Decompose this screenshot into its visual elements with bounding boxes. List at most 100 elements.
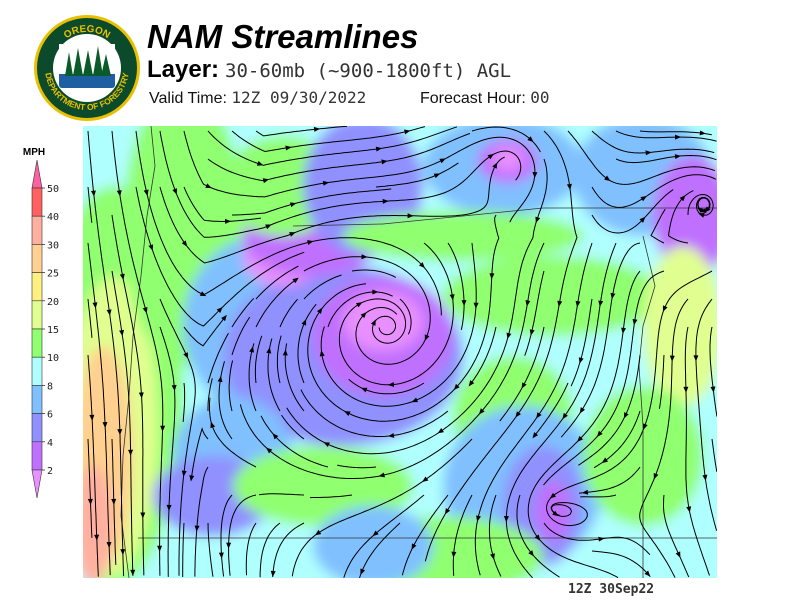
streamline [303, 256, 431, 365]
streamline [695, 298, 717, 531]
streamline-arrow [449, 294, 455, 301]
streamline-arrow [142, 306, 148, 314]
wind-speed-region [313, 506, 433, 578]
streamline-arrow [679, 195, 686, 202]
streamline-arrow [566, 183, 572, 191]
legend-swatch [31, 244, 43, 273]
streamline [255, 126, 348, 137]
streamline-arrow [515, 411, 521, 418]
streamline [615, 154, 717, 164]
wind-speed-region [343, 211, 583, 261]
streamline [711, 438, 717, 472]
streamline-arrow [92, 302, 98, 309]
streamline [220, 494, 233, 577]
streamline [87, 298, 93, 338]
streamline-arrow [521, 382, 527, 389]
streamline-arrow [534, 534, 541, 541]
legend-label: 8 [47, 381, 53, 392]
streamline [111, 270, 134, 576]
streamline [245, 522, 257, 576]
streamline [111, 130, 164, 576]
streamline [650, 208, 666, 244]
streamline-arrow [407, 213, 414, 219]
oregon-department-of-forestry-logo: OREGON DEPARTMENT OF FORESTRY [34, 15, 140, 121]
streamline-arrow [199, 291, 207, 297]
streamline-arrow [301, 319, 307, 326]
streamline [272, 522, 305, 578]
streamline-arrow [478, 408, 485, 415]
streamline-arrow [529, 329, 535, 336]
streamline [248, 343, 257, 412]
streamline [658, 354, 665, 409]
streamline [533, 382, 569, 437]
streamline-arrow [387, 382, 395, 388]
streamline-arrow [130, 569, 136, 576]
streamline-arrow [189, 475, 195, 482]
streamline-arrow [313, 126, 321, 132]
streamline-arrow [94, 534, 100, 541]
wind-speed-region [233, 446, 413, 526]
streamline-arrow [221, 314, 227, 322]
streamline [524, 270, 545, 356]
streamline [424, 130, 578, 562]
streamline [591, 189, 674, 234]
streamline-arrow [473, 302, 479, 309]
streamline [87, 242, 111, 576]
valid-time-value: 12Z 09/30/2022 [231, 88, 367, 107]
streamline [135, 186, 305, 327]
legend-label: 10 [47, 353, 59, 364]
streamline [591, 550, 651, 578]
streamline-arrow [375, 146, 383, 152]
legend-label: 30 [47, 240, 59, 251]
streamline-arrow [549, 492, 557, 499]
streamline [663, 494, 690, 578]
legend-label: 25 [47, 269, 59, 280]
streamline-arrow [319, 350, 325, 357]
legend-unit: MPH [23, 147, 45, 158]
streamline-arrow [216, 306, 223, 314]
streamline-arrow [525, 300, 531, 307]
streamline [183, 186, 261, 223]
streamline-arrow [171, 384, 177, 392]
legend-swatch [31, 441, 43, 471]
streamline-arrow [461, 300, 467, 307]
streamline [399, 298, 412, 335]
wind-speed-region [443, 256, 663, 336]
streamline-arrow [226, 542, 232, 549]
streamline-arrow [577, 435, 584, 442]
streamline-arrow [451, 551, 457, 558]
streamline [684, 326, 710, 576]
streamline-arrow [194, 525, 200, 532]
legend-overflow-arrow [31, 159, 43, 189]
streamline-arrow [138, 392, 144, 399]
streamline-arrow [710, 386, 716, 393]
streamline-arrow [644, 570, 651, 577]
streamline-arrow [372, 530, 379, 537]
streamline-arrow [87, 498, 93, 505]
streamline [359, 522, 401, 578]
streamline-arrow [598, 536, 605, 542]
streamline-arrow [272, 433, 279, 440]
streamline [183, 316, 226, 347]
wind-speed-legend: MPH 50 40 30 25 20 15 10 8 6 4 2 [23, 147, 59, 499]
streamline-arrow [157, 545, 163, 552]
streamline-arrow [256, 161, 264, 166]
map-timestamp: 12Z 30Sep22 [568, 582, 655, 597]
streamline-arrow [422, 476, 429, 482]
streamline-arrow [503, 516, 509, 523]
streamline-arrow [89, 414, 95, 421]
streamline [259, 493, 305, 496]
streamline-arrow [453, 383, 460, 391]
streamline [190, 427, 209, 479]
streamline-arrow [143, 189, 149, 196]
streamline [307, 214, 500, 422]
streamline-arrow [579, 407, 586, 414]
legend-label: 40 [47, 212, 59, 223]
streamline-arrow [489, 273, 495, 280]
streamline-arrow [439, 158, 446, 164]
streamline-arrow [669, 355, 675, 362]
streamline-arrow [704, 206, 711, 213]
streamline [207, 126, 458, 166]
legend-label: 50 [47, 184, 59, 195]
streamline [182, 382, 186, 422]
